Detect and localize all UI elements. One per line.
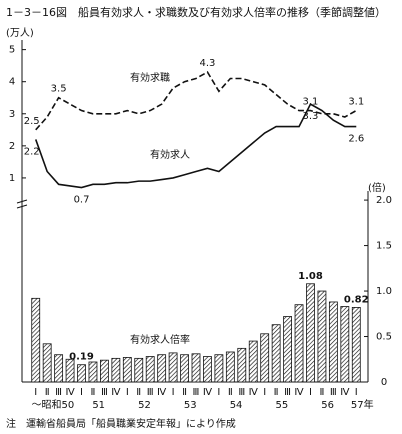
bar xyxy=(134,357,144,383)
line xyxy=(34,103,357,189)
bar xyxy=(306,283,315,383)
year-label: 55 xyxy=(275,400,288,411)
y2-axis-label: (倍) xyxy=(368,181,386,194)
x-tick-label: Ⅱ xyxy=(274,387,279,398)
y2-tick-label: 1.0 xyxy=(376,286,392,297)
y-axis-label: (万人) xyxy=(6,27,34,39)
x-tick-label: Ⅲ xyxy=(284,387,291,398)
chart-title: 1－3－16図 船員有効求人・求職数及び有効求人倍率の推移（季節調整値） xyxy=(6,5,386,19)
bar xyxy=(42,343,52,383)
x-tick-label: Ⅰ xyxy=(80,387,83,398)
data-label: 3.1 xyxy=(303,97,319,108)
bar xyxy=(157,354,167,383)
bar xyxy=(294,304,304,383)
y-tick-label: 1 xyxy=(9,173,15,184)
x-tick-label: Ⅳ xyxy=(157,387,167,398)
x-tick-label: Ⅰ xyxy=(34,387,37,398)
year-label: 52 xyxy=(138,400,151,411)
axis-break xyxy=(16,199,28,209)
bar xyxy=(31,297,41,383)
x-tick-label: Ⅳ xyxy=(294,387,304,398)
x-tick-label: Ⅰ xyxy=(263,387,266,398)
x-tick-label: Ⅱ xyxy=(182,387,187,398)
bar xyxy=(77,364,86,383)
data-label: 1.08 xyxy=(298,271,323,282)
year-label: 54 xyxy=(230,400,243,411)
bar xyxy=(340,306,350,383)
data-label: 4.3 xyxy=(199,58,215,69)
year-label: 51 xyxy=(92,400,105,411)
series-label: 有効求職 xyxy=(130,71,170,84)
line xyxy=(35,70,357,131)
x-tick-label: Ⅱ xyxy=(91,387,96,398)
series-label: 有効求人 xyxy=(150,148,190,161)
note: 注 運輸省船員局「船員職業安定年報」により作成 xyxy=(6,417,236,430)
bar xyxy=(214,354,224,383)
y-tick-label: 2 xyxy=(9,141,15,152)
bar xyxy=(191,353,201,383)
x-tick-label: Ⅳ xyxy=(65,387,75,398)
y-tick-label: 3 xyxy=(9,109,15,120)
data-label: 0.82 xyxy=(344,294,369,305)
bar xyxy=(54,354,64,383)
x-tick-label: Ⅲ xyxy=(147,387,154,398)
bar xyxy=(122,357,132,383)
year-label: 56 xyxy=(321,400,334,411)
bar xyxy=(111,357,121,383)
bar xyxy=(237,347,247,383)
x-tick-label: Ⅱ xyxy=(45,387,50,398)
x-tick-label: Ⅳ xyxy=(249,387,259,398)
data-label: 2.6 xyxy=(348,134,364,145)
data-label: 3.3 xyxy=(303,111,319,122)
x-tick-label: Ⅰ xyxy=(309,387,312,398)
bar xyxy=(283,316,292,383)
data-label: 2.5 xyxy=(24,116,40,127)
x-tick-label: Ⅳ xyxy=(340,387,350,398)
x-tick-label: Ⅳ xyxy=(203,387,213,398)
x-tick-label: Ⅲ xyxy=(55,387,62,398)
data-label: 3.1 xyxy=(348,97,364,108)
bar xyxy=(260,333,270,383)
x-tick-label: Ⅲ xyxy=(193,387,200,398)
x-tick-label: Ⅰ xyxy=(217,387,220,398)
bar xyxy=(100,359,109,383)
year-label: 57年 xyxy=(351,398,374,411)
data-label: 0.19 xyxy=(69,352,94,363)
bar xyxy=(271,324,281,383)
data-label: 2.2 xyxy=(24,146,40,157)
x-tick-label: Ⅲ xyxy=(101,387,108,398)
x-tick-label: Ⅱ xyxy=(136,387,141,398)
bar xyxy=(168,352,178,383)
y-tick-label: 5 xyxy=(9,45,15,56)
y2-tick-label: 1.5 xyxy=(376,241,392,252)
x-tick-label: Ⅱ xyxy=(228,387,233,398)
y2-tick-label: 2.0 xyxy=(376,195,392,206)
bar xyxy=(351,307,361,383)
y2-tick-label: 0 xyxy=(381,377,387,388)
x-tick-label: Ⅲ xyxy=(238,387,245,398)
x-tick-label: Ⅰ xyxy=(172,387,175,398)
y2-tick-label: 0.5 xyxy=(376,332,392,343)
bar xyxy=(203,356,212,383)
bar xyxy=(88,361,98,383)
series-label: 有効求人倍率 xyxy=(130,333,190,346)
x-tick-label: Ⅱ xyxy=(319,387,324,398)
x-tick-label: Ⅰ xyxy=(355,387,358,398)
bar xyxy=(328,301,338,383)
year-label: ～昭和50 xyxy=(32,399,75,411)
bar xyxy=(180,354,189,383)
data-label: 0.7 xyxy=(74,195,90,206)
bar xyxy=(317,290,327,383)
year-label: 53 xyxy=(184,400,197,411)
bar xyxy=(145,356,155,383)
bar xyxy=(248,340,258,383)
bar xyxy=(225,351,235,383)
x-tick-label: Ⅲ xyxy=(330,387,337,398)
x-tick-label: Ⅰ xyxy=(126,387,129,398)
bar xyxy=(65,358,75,383)
data-label: 3.5 xyxy=(51,84,67,95)
y-tick-label: 4 xyxy=(9,77,15,88)
x-tick-label: Ⅳ xyxy=(111,387,121,398)
